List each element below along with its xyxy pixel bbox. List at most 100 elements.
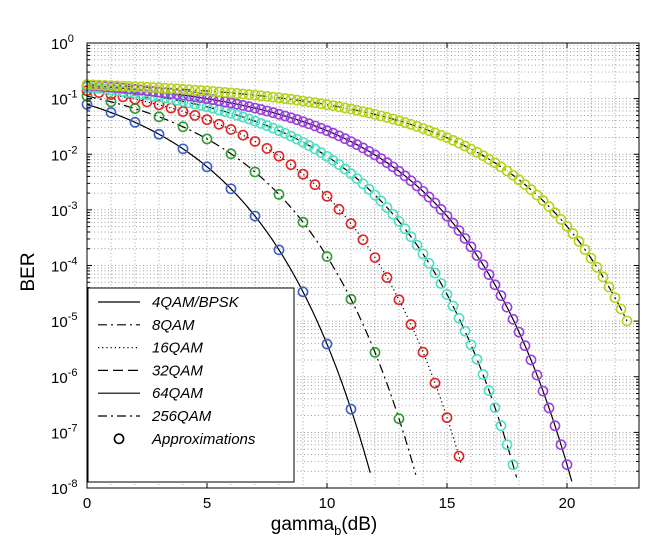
approximation-marker	[465, 143, 477, 155]
x-tick-label: 20	[559, 495, 576, 512]
approximation-marker	[483, 385, 495, 397]
approximation-marker	[363, 107, 375, 119]
y-tick-label: 10-5	[51, 311, 77, 331]
approximation-marker	[177, 89, 189, 101]
y-tick-label-base: 10	[51, 92, 68, 109]
approximation-marker	[555, 439, 567, 451]
approximation-marker	[609, 292, 621, 304]
approximation-marker	[363, 145, 375, 157]
approximation-marker	[357, 234, 369, 246]
approximation-marker	[591, 261, 603, 273]
approximation-marker	[213, 104, 225, 116]
approximation-marker	[321, 125, 333, 137]
approximation-marker	[87, 79, 99, 91]
approximation-marker	[219, 87, 231, 98]
legend-label: 4QAM/BPSK	[152, 294, 240, 311]
legend-label: 256QAM	[151, 408, 212, 425]
x-tick-label: 5	[203, 495, 211, 512]
y-tick-label-exponent: -2	[68, 144, 78, 156]
approximation-marker	[345, 103, 357, 115]
x-tick-label: 15	[439, 495, 456, 512]
approximation-marker	[615, 303, 627, 315]
approximation-marker	[273, 244, 285, 256]
approximation-marker	[453, 312, 465, 324]
approximation-marker	[183, 97, 195, 109]
y-tick-label: 10-2	[51, 144, 77, 164]
approximation-marker	[273, 92, 285, 104]
approximation-marker	[285, 159, 297, 171]
approximation-marker	[447, 217, 459, 229]
approximation-marker	[309, 120, 321, 132]
approximation-marker	[267, 91, 279, 103]
approximation-marker	[399, 223, 411, 235]
approximation-marker	[297, 95, 309, 107]
approximation-marker	[189, 109, 201, 121]
approximation-marker	[351, 104, 363, 116]
approximation-marker	[141, 81, 153, 93]
approximation-marker	[417, 123, 429, 134]
curve-8qam	[86, 95, 417, 475]
approximation-marker	[249, 89, 261, 101]
approximation-marker	[357, 178, 369, 190]
approximation-marker	[351, 139, 363, 151]
approximation-marker	[201, 93, 213, 105]
x-tick-labels: 0 5 10 15 20	[83, 495, 576, 512]
approximation-marker	[177, 83, 189, 95]
approximation-marker	[165, 83, 177, 94]
approximation-marker	[111, 80, 123, 92]
approximation-marker	[471, 353, 483, 365]
approximation-marker	[429, 197, 441, 209]
approximation-marker	[321, 338, 333, 350]
y-tick-label-base: 10	[51, 314, 68, 331]
approximation-marker	[543, 402, 555, 414]
approximation-marker	[429, 127, 441, 139]
approximation-marker	[417, 185, 429, 197]
y-tick-label-base: 10	[51, 425, 68, 442]
approximation-marker	[315, 98, 327, 110]
approximation-marker	[201, 114, 213, 126]
approximation-marker	[489, 402, 501, 414]
approximation-marker	[327, 100, 339, 112]
approximation-marker	[237, 129, 249, 141]
legend: 4QAM/BPSK 8QAM 16QAM 32QAM 64QAM 256QAM Approx…	[87, 287, 295, 483]
approximation-marker	[303, 96, 315, 108]
approximation-marker	[531, 189, 543, 201]
approximation-marker	[243, 113, 255, 125]
approximation-marker	[231, 109, 243, 121]
y-tick-label: 10-6	[51, 367, 77, 387]
approximation-marker	[453, 225, 465, 237]
approximation-marker	[135, 81, 147, 93]
approximation-marker	[453, 137, 465, 149]
y-tick-label: 10-7	[51, 422, 77, 442]
approximation-marker	[345, 218, 357, 230]
approximation-marker	[129, 81, 141, 93]
approximation-marker	[243, 89, 255, 100]
approximation-marker	[315, 122, 327, 134]
approximation-marker	[321, 190, 333, 202]
approximation-marker	[153, 111, 165, 123]
approximation-marker	[459, 140, 471, 152]
approximation-marker	[537, 385, 549, 397]
curve-4qam-bpsk	[86, 103, 371, 473]
approximation-marker	[255, 90, 267, 102]
approximation-marker	[501, 301, 513, 313]
approximation-marker	[387, 208, 399, 220]
approximation-marker	[579, 244, 591, 255]
approximation-marker	[231, 88, 243, 99]
approximation-marker	[195, 85, 207, 96]
approximation-marker	[297, 216, 309, 228]
approximation-marker	[483, 269, 495, 280]
approximation-marker	[393, 294, 405, 306]
approximation-marker	[417, 248, 429, 260]
approximation-marker	[297, 136, 309, 148]
approximation-marker	[495, 420, 507, 432]
approximation-marker	[525, 184, 537, 196]
approximation-marker	[105, 80, 117, 92]
approximation-marker	[279, 93, 291, 104]
approximation-marker	[531, 369, 543, 381]
approximation-marker	[339, 102, 351, 114]
y-tick-label-exponent: -4	[68, 256, 78, 268]
approximation-marker	[417, 346, 429, 358]
approximation-marker	[459, 325, 471, 337]
